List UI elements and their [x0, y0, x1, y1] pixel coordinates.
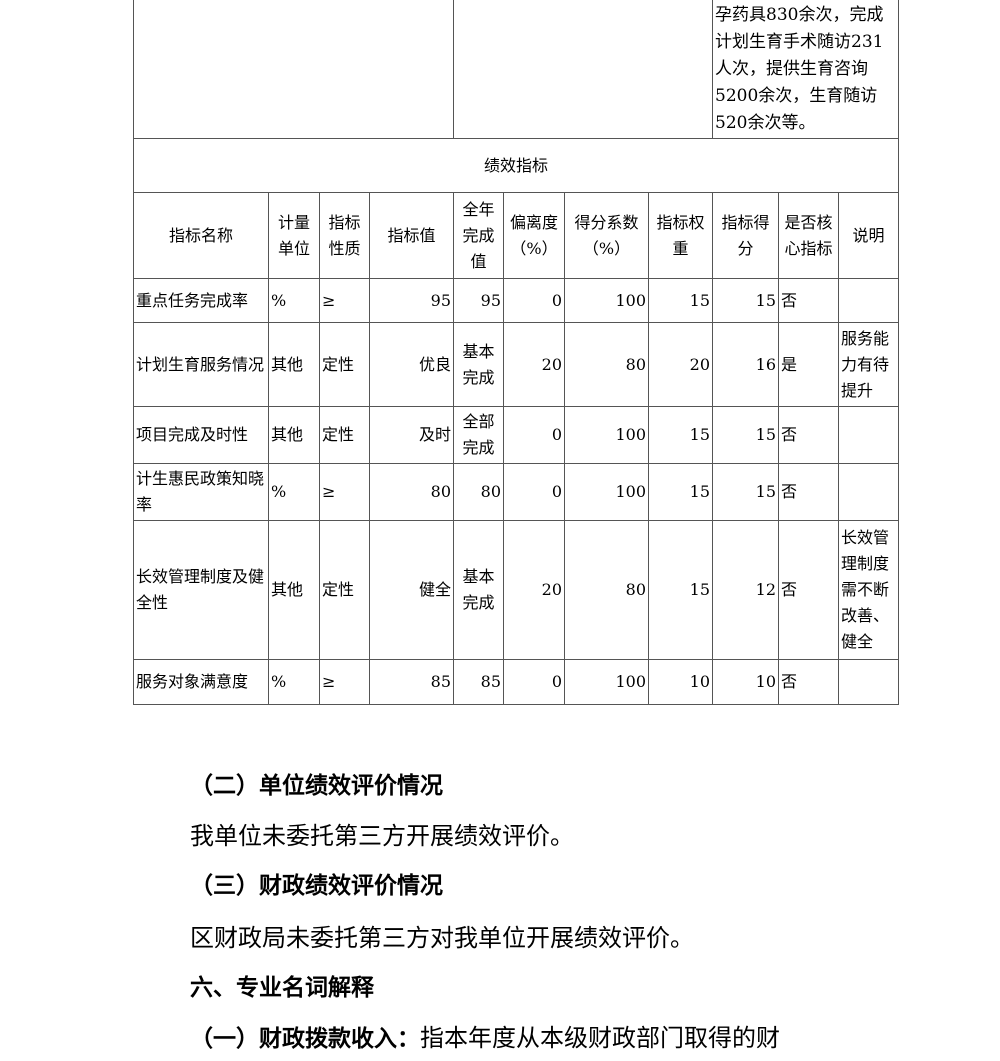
table-cell [838, 463, 899, 521]
table-cell: 12 [712, 520, 779, 660]
column-header: 说明 [838, 192, 899, 279]
table-row: 计生惠民政策知晓率% ≥80 80 0 100 15 15 否 [133, 463, 899, 521]
table-cell: 15 [648, 278, 713, 323]
table-cell: ≥ [319, 659, 370, 705]
paragraph: 区财政局未委托第三方对我单位开展绩效评价。 [190, 924, 694, 952]
heading-fiscal-evaluation: （三）财政绩效评价情况 [190, 873, 443, 899]
description-cell: 孕药具830余次，完成计划生育手术随访231人次，提供生育咨询5200余次，生育… [712, 0, 899, 139]
table-cell: 0 [503, 463, 565, 521]
column-header: 指标性质 [319, 192, 370, 279]
table-cell: 16 [712, 322, 779, 407]
table-cell: 80 [369, 463, 454, 521]
table-cell: 20 [503, 322, 565, 407]
table-cell: 长效管理制度及健全性 [133, 520, 269, 660]
table-cell: 95 [453, 278, 504, 323]
column-header: 全年完成值 [453, 192, 504, 279]
table-row: 长效管理制度及健全性 其他 定性 健全 基本完成 20 80 15 12 否长效管理制度需不断改善… [133, 520, 899, 660]
table-cell: 100 [564, 659, 649, 705]
table-cell: 服务对象满意度 [133, 659, 269, 705]
table-cell: 15 [712, 463, 779, 521]
table-cell: ≥ [319, 463, 370, 521]
table-cell: ≥ [319, 278, 370, 323]
table-cell: 0 [503, 406, 565, 464]
table-cell: 及时 [369, 406, 454, 464]
table-cell: 10 [712, 659, 779, 705]
column-header: 指标值 [369, 192, 454, 279]
table-cell: 15 [648, 463, 713, 521]
table-cell: 80 [564, 520, 649, 660]
table-cell: 否 [778, 463, 839, 521]
table-cell: 100 [564, 278, 649, 323]
table-cell: 否 [778, 659, 839, 705]
table-row: 重点任务完成率% ≥95 95 0 100 15 15 否 [133, 278, 899, 323]
table-cell: 否 [778, 520, 839, 660]
table-cell: 重点任务完成率 [133, 278, 269, 323]
table-cell: 20 [648, 322, 713, 407]
table-cell [838, 278, 899, 323]
table-cell: 计生惠民政策知晓率 [133, 463, 269, 521]
table-cell: 服务能力有待提升 [838, 322, 899, 407]
term-text: 指本年度从本级财政部门取得的财 [420, 1024, 780, 1052]
table-cell: % [268, 659, 320, 705]
table-cell: 基本完成 [453, 520, 504, 660]
table-cell: 定性 [319, 520, 370, 660]
table-cell: 其他 [268, 520, 320, 660]
term-paragraph: （一）财政拨款收入：指本年度从本级财政部门取得的财 [190, 1023, 780, 1054]
table-cell: 其他 [268, 322, 320, 407]
column-header: 指标得分 [712, 192, 779, 279]
performance-table: 孕药具830余次，完成计划生育手术随访231人次，提供生育咨询5200余次，生育… [133, 0, 899, 705]
column-header: 偏离度（%） [503, 192, 565, 279]
table-cell: 20 [503, 520, 565, 660]
heading-unit-evaluation: （二）单位绩效评价情况 [190, 773, 443, 799]
table-cell: % [268, 278, 320, 323]
table-cell: 15 [712, 278, 779, 323]
term-label: （一）财政拨款收入： [190, 1026, 420, 1052]
paragraph: 我单位未委托第三方开展绩效评价。 [190, 822, 574, 850]
table-cell: 85 [369, 659, 454, 705]
empty-cell [453, 0, 713, 139]
table-cell: 0 [503, 278, 565, 323]
table-cell: 15 [648, 520, 713, 660]
table-cell: 优良 [369, 322, 454, 407]
table-cell: 15 [648, 406, 713, 464]
table-cell: 100 [564, 406, 649, 464]
table-cell: 85 [453, 659, 504, 705]
table-cell: 是 [778, 322, 839, 407]
table-cell: 基本完成 [453, 322, 504, 407]
table-cell [838, 659, 899, 705]
table-cell: 长效管理制度需不断改善、健全 [838, 520, 899, 660]
table-row: 服务对象满意度% ≥85 85 0 100 10 10 否 [133, 659, 899, 705]
header-row: 指标名称 计量单位 指标性质 指标值 全年完成值 偏离度（%） 得分系数（%） 指标权重 指标得… [133, 192, 899, 279]
table-row: 项目完成及时性 其他 定性 及时 全部完成 0 100 15 15 否 [133, 406, 899, 464]
table-cell: 10 [648, 659, 713, 705]
heading-terms: 六、专业名词解释 [190, 975, 374, 1001]
column-header: 指标权重 [648, 192, 713, 279]
table-cell: 80 [564, 322, 649, 407]
column-header: 计量单位 [268, 192, 320, 279]
column-header: 得分系数（%） [564, 192, 649, 279]
empty-cell [133, 0, 454, 139]
table-cell: 定性 [319, 406, 370, 464]
table-cell: 15 [712, 406, 779, 464]
table-cell: 100 [564, 463, 649, 521]
table-cell: 计划生育服务情况 [133, 322, 269, 407]
table-cell [838, 406, 899, 464]
table-cell: 定性 [319, 322, 370, 407]
table-row: 孕药具830余次，完成计划生育手术随访231人次，提供生育咨询5200余次，生育… [133, 0, 899, 139]
table-cell: 0 [503, 659, 565, 705]
table-cell: 否 [778, 278, 839, 323]
column-header: 指标名称 [133, 192, 269, 279]
table-cell: 否 [778, 406, 839, 464]
section-title: 绩效指标 [133, 138, 899, 193]
table-cell: 项目完成及时性 [133, 406, 269, 464]
table-cell: 全部完成 [453, 406, 504, 464]
table-cell: 其他 [268, 406, 320, 464]
column-header: 是否核心指标 [778, 192, 839, 279]
table-cell: 80 [453, 463, 504, 521]
table-cell: 95 [369, 278, 454, 323]
table-cell: 健全 [369, 520, 454, 660]
table-cell: % [268, 463, 320, 521]
table-row: 计划生育服务情况 其他 定性 优良 基本完成 20 80 20 16 是服务能力有待提升 [133, 322, 899, 407]
